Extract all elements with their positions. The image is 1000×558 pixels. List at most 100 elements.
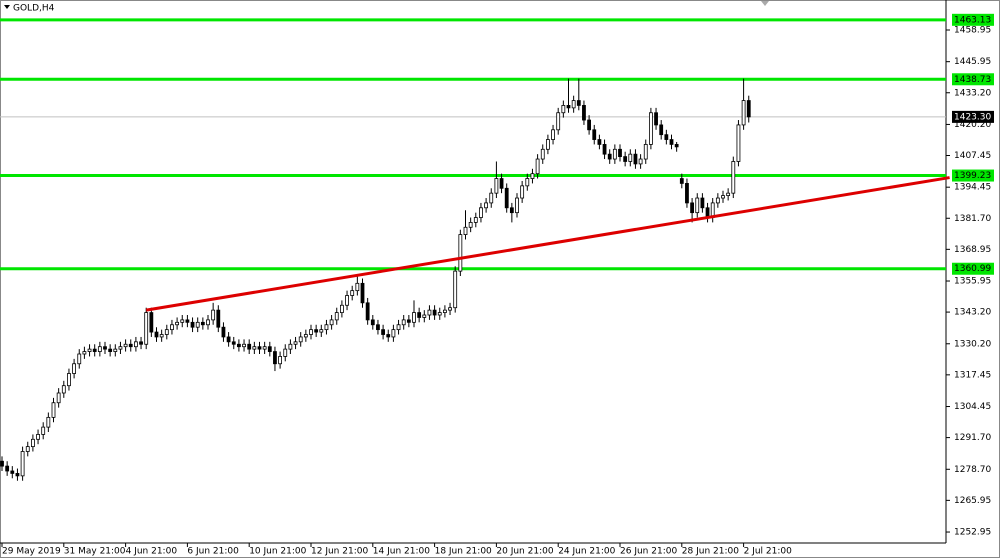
candle-body (587, 119, 591, 131)
candle-body (139, 341, 143, 345)
level-label-box (952, 262, 994, 275)
y-tick-label: 1368.95 (954, 245, 991, 255)
current-price-label: 1423.30 (954, 112, 991, 122)
candle-body (448, 307, 452, 311)
candle-body (5, 465, 10, 472)
candle-body (509, 207, 514, 214)
candle-body (499, 178, 504, 189)
y-tick-label: 1265.95 (954, 496, 991, 506)
candle-body (123, 343, 128, 348)
candle-body (731, 161, 736, 194)
candle-body (159, 334, 164, 338)
candle-body (401, 319, 406, 326)
x-tick-label: 6 Jun 21:00 (187, 547, 239, 557)
y-tick-label: 1355.95 (954, 277, 991, 287)
candle-body (412, 312, 416, 323)
candle-body (25, 446, 30, 452)
candle-body (458, 234, 463, 272)
level-label: 1463.13 (954, 15, 991, 25)
y-tick-label: 1433.20 (954, 88, 991, 98)
candle-body (607, 153, 612, 160)
symbol-menu-icon[interactable] (4, 5, 10, 9)
candle-body (690, 202, 694, 214)
y-tick-label: 1330.20 (954, 339, 991, 349)
candle-body (180, 319, 185, 323)
candle-body (278, 356, 283, 365)
candle-body (82, 351, 87, 355)
candle-body (504, 187, 509, 209)
candle-body (41, 426, 46, 435)
candle-body (154, 331, 159, 338)
y-tick-label: 1343.20 (954, 308, 991, 318)
candle-body (618, 148, 622, 158)
candle-body (350, 290, 355, 296)
candle-body (283, 348, 288, 357)
candle-body (67, 373, 71, 387)
candle-body (133, 341, 138, 348)
level-label: 1438.73 (954, 75, 991, 85)
candle-body (535, 158, 540, 175)
candle-body (175, 321, 180, 326)
candle-body (422, 314, 427, 318)
candle-body (370, 319, 375, 326)
candle-body (324, 324, 329, 331)
candle-body (56, 392, 61, 404)
x-tick-label: 24 Jun 21:00 (558, 547, 615, 557)
candle-body (597, 139, 602, 145)
candle-body (195, 321, 200, 328)
x-tick-label: 29 May 2019 (2, 547, 61, 557)
candle-body (128, 343, 133, 348)
candle-body (437, 312, 442, 316)
candle-body (746, 100, 751, 118)
candle-body (571, 100, 576, 109)
level-label-box (952, 169, 994, 182)
shift-marker (761, 1, 769, 6)
candle-body (628, 153, 633, 162)
y-tick-label: 1278.70 (954, 465, 991, 475)
candle-body (97, 346, 102, 352)
level-label: 1399.23 (954, 171, 991, 181)
candle-body (36, 434, 40, 440)
y-tick-label: 1394.45 (954, 183, 991, 193)
candle-body (391, 329, 396, 338)
candle-body (293, 341, 298, 345)
candle-body (582, 105, 586, 121)
candle-body (674, 144, 679, 148)
y-tick-label: 1252.95 (954, 528, 991, 538)
y-tick-label: 1458.95 (954, 26, 991, 36)
candle-body (61, 385, 66, 394)
candle-body (103, 346, 107, 350)
candle-body (432, 309, 437, 316)
candle-body (546, 139, 550, 150)
candle-body (649, 112, 653, 145)
candle-body (298, 336, 303, 343)
candle-body (309, 329, 313, 335)
candle-body (10, 470, 15, 474)
candle-body (576, 100, 581, 106)
x-tick-label: 12 Jun 21:00 (311, 547, 368, 557)
candle-body (561, 105, 566, 114)
x-tick-label: 4 Jun 21:00 (126, 547, 178, 557)
candle-body (92, 348, 97, 352)
candle-body (726, 192, 731, 196)
candle-body (468, 222, 473, 228)
candle-body (360, 282, 365, 304)
candle-body (51, 402, 56, 418)
candle-body (721, 195, 725, 199)
candle-body (417, 312, 422, 318)
candle-body (87, 348, 92, 352)
candle-body (30, 438, 35, 448)
x-tick-label: 31 May 21:00 (64, 547, 126, 557)
candle-body (20, 451, 25, 477)
candle-body (149, 312, 154, 333)
candle-body (355, 282, 360, 292)
chart-title: GOLD,H4 (13, 4, 55, 14)
x-tick-label: 2 Jul 21:00 (744, 547, 793, 557)
candle-body (442, 309, 447, 313)
candle-body (427, 309, 432, 316)
candle-body (741, 100, 746, 126)
candle-body (211, 309, 216, 321)
candle-body (329, 319, 334, 326)
candle-body (679, 178, 684, 184)
